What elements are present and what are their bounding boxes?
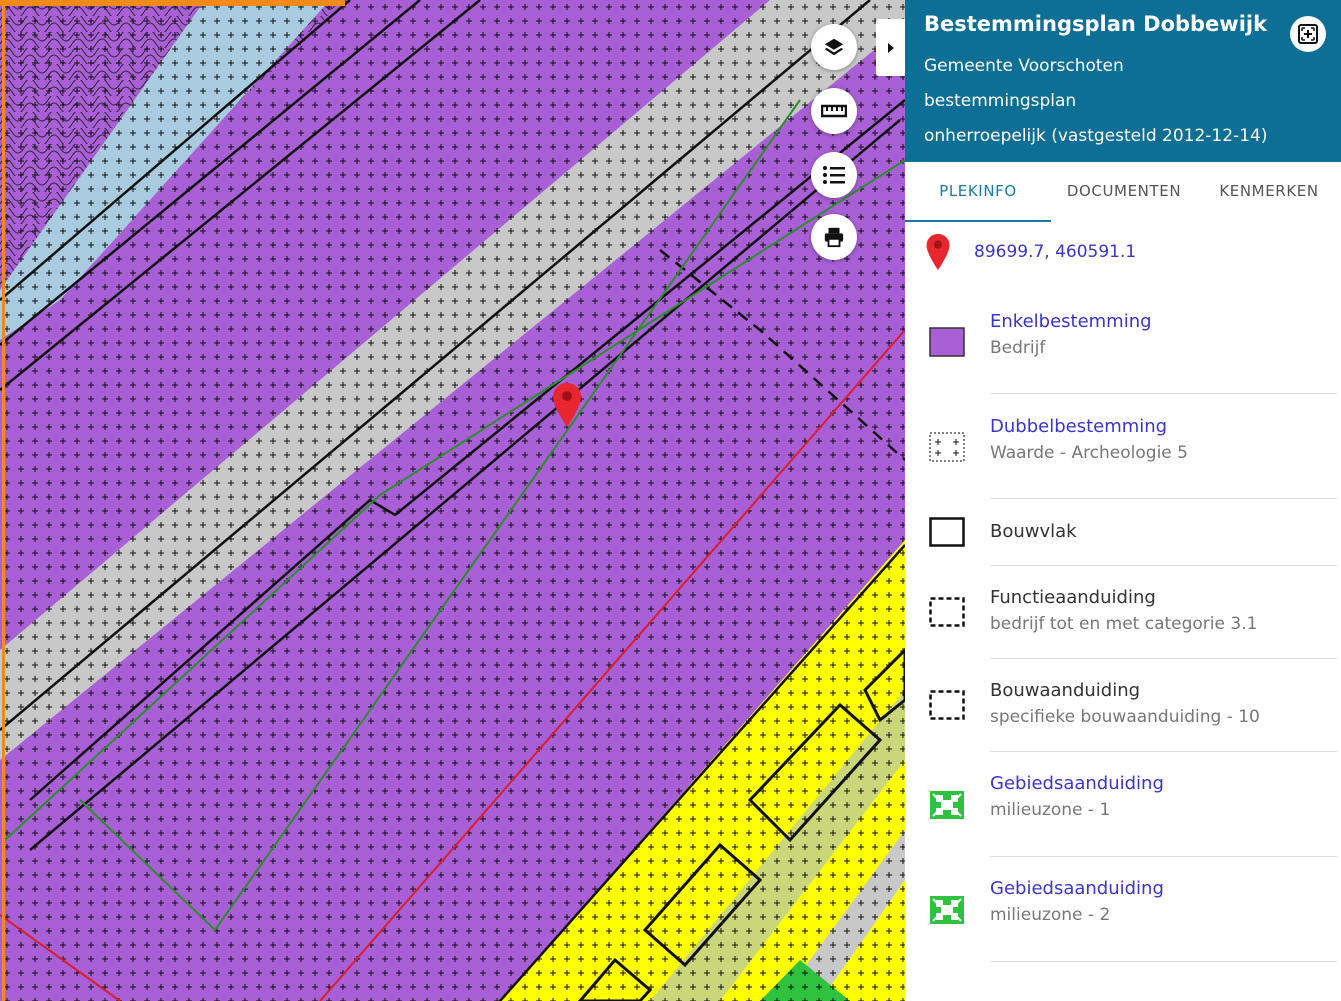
collapse-panel-button[interactable] (876, 19, 905, 76)
plan-title: Bestemmingsplan Dobbewijk (924, 12, 1268, 36)
green-zone-icon (930, 791, 964, 819)
info-panel: Bestemmingsplan Dobbewijk Gemeente Voors… (905, 0, 1341, 1001)
panel-tabs: PLEKINFO DOCUMENTEN KENMERKEN (905, 162, 1341, 222)
purple-fill-icon (929, 327, 965, 357)
legend-item-enkelbestemming: Enkelbestemming Bedrijf (905, 290, 1341, 394)
legend-item-dubbelbestemming: Dubbelbestemming Waarde - Archeologie 5 (905, 395, 1341, 499)
legend-title-functieaanduiding: Functieaanduiding (990, 587, 1156, 608)
milieuzone-2-line (79, 99, 801, 932)
red-line-1 (0, 914, 121, 1001)
legend-divider (990, 961, 1337, 962)
legend-divider (990, 498, 1337, 499)
tab-documenten[interactable]: DOCUMENTEN (1066, 182, 1182, 200)
legend-subtitle-milieuzone-2: milieuzone - 2 (990, 905, 1111, 925)
plan-map[interactable] (0, 0, 905, 1001)
legend-subtitle-categorie: bedrijf tot en met categorie 3.1 (990, 614, 1258, 634)
legend-subtitle-bedrijf: Bedrijf (990, 338, 1046, 358)
caret-right-icon (887, 42, 894, 53)
legend-subtitle-archeologie: Waarde - Archeologie 5 (990, 443, 1188, 463)
legend-item-bouwvlak: Bouwvlak (905, 500, 1341, 604)
frame-top (0, 0, 345, 6)
coordinate-row: 89699.7, 460591.1 (926, 234, 1136, 270)
legend-divider (990, 658, 1337, 659)
legend-subtitle-bouwaanduiding: specifieke bouwaanduiding - 10 (990, 707, 1260, 727)
fullscreen-button[interactable] (1290, 16, 1326, 52)
legend-divider (990, 856, 1337, 857)
building-blocks (578, 647, 905, 1001)
tab-kenmerken[interactable]: KENMERKEN (1219, 182, 1319, 200)
legend-title-bouwaanduiding: Bouwaanduiding (990, 680, 1141, 701)
fullscreen-icon (1298, 24, 1318, 44)
legend-title-gebiedsaanduiding-1[interactable]: Gebiedsaanduiding (990, 773, 1164, 794)
measure-button[interactable] (811, 88, 857, 134)
dashed-outline-icon (929, 690, 965, 720)
municipality: Gemeente Voorschoten (924, 56, 1124, 76)
legend-title-gebiedsaanduiding-2[interactable]: Gebiedsaanduiding (990, 878, 1164, 899)
frame-left (2, 0, 5, 1001)
plan-type: bestemmingsplan (924, 91, 1077, 111)
map-view[interactable] (0, 0, 905, 1001)
legend-button[interactable] (811, 152, 857, 198)
legend-title-bouwvlak: Bouwvlak (990, 521, 1077, 542)
archeology-overlay (0, 0, 905, 1001)
plan-status: onherroepelijk (vastgesteld 2012-12-14) (924, 126, 1268, 146)
legend-title-dubbelbestemming[interactable]: Dubbelbestemming (990, 416, 1168, 437)
legend-item-functieaanduiding: Functieaanduiding bedrijf tot en met cat… (905, 566, 1341, 670)
legend-divider (990, 751, 1337, 752)
building-plane-lines (0, 0, 905, 1001)
legend-title-enkelbestemming[interactable]: Enkelbestemming (990, 311, 1152, 332)
red-line-2 (319, 329, 905, 1001)
legend-item-gebiedsaanduiding-2: Gebiedsaanduiding milieuzone - 2 (905, 857, 1341, 962)
milieuzone-1-line (4, 159, 905, 841)
dashed-outline-icon (929, 597, 965, 627)
print-icon (824, 227, 844, 248)
legend-item-gebiedsaanduiding-1: Gebiedsaanduiding milieuzone - 1 (905, 752, 1341, 857)
location-marker-icon (926, 234, 950, 270)
green-zone-icon (930, 896, 964, 924)
location-pin-icon (553, 383, 581, 431)
layers-button[interactable] (811, 24, 857, 70)
legend-divider (990, 565, 1337, 566)
cross-pattern-icon (929, 432, 965, 462)
measure-icon (821, 104, 847, 118)
print-button[interactable] (811, 214, 857, 260)
legend-list-icon (823, 166, 845, 184)
layers-icon (824, 38, 844, 56)
legend-subtitle-milieuzone-1: milieuzone - 1 (990, 800, 1111, 820)
solid-outline-icon (929, 517, 965, 547)
legend-divider (990, 393, 1337, 394)
legend-item-bouwaanduiding: Bouwaanduiding specifieke bouwaanduiding… (905, 659, 1341, 763)
panel-header: Bestemmingsplan Dobbewijk Gemeente Voors… (905, 0, 1341, 162)
function-boundary (659, 249, 905, 461)
tab-plekinfo[interactable]: PLEKINFO (905, 162, 1051, 222)
coordinates: 89699.7, 460591.1 (974, 242, 1137, 262)
